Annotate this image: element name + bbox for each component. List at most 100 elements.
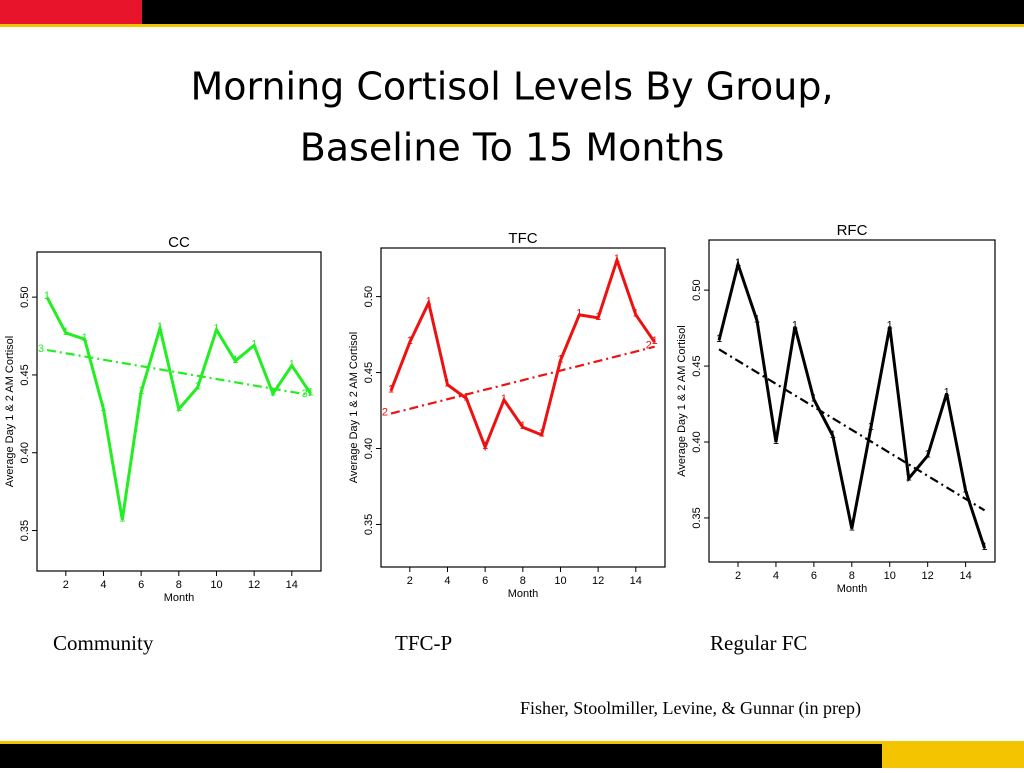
point-marker: 1 — [614, 253, 620, 265]
bottom-line — [0, 741, 1024, 744]
trend-line — [718, 348, 986, 512]
point-marker: 1 — [82, 332, 88, 344]
point-marker: 1 — [944, 386, 950, 398]
x-tick-label: 14 — [286, 579, 298, 591]
y-tick-label: 0.50 — [19, 286, 31, 307]
x-axis-label: Month — [508, 588, 539, 600]
point-marker: 1 — [735, 257, 741, 269]
point-marker: 1 — [388, 384, 394, 396]
point-marker: 1 — [716, 333, 722, 345]
point-marker: 1 — [887, 319, 893, 331]
y-tick-label: 0.40 — [19, 442, 31, 463]
x-tick-label: 2 — [735, 570, 741, 582]
y-tick-label: 0.50 — [363, 286, 375, 307]
y-axis-label: Average Day 1 & 2 AM Cortisol — [348, 332, 360, 483]
caption: Regular FC — [710, 631, 807, 655]
point-marker: 1 — [792, 319, 798, 331]
point-marker: 1 — [213, 323, 219, 335]
x-tick-label: 10 — [210, 579, 222, 591]
x-tick-label: 10 — [554, 575, 566, 587]
caption: Community — [53, 631, 154, 655]
top-bar — [0, 0, 1024, 24]
y-tick-label: 0.45 — [19, 364, 31, 385]
point-marker: 1 — [444, 378, 450, 390]
point-marker: 1 — [176, 402, 182, 414]
caption: TFC-P — [395, 631, 452, 655]
point-marker: 1 — [138, 385, 144, 397]
point-marker: 1 — [119, 513, 125, 525]
point-marker: 1 — [520, 420, 526, 432]
x-tick-label: 12 — [592, 575, 604, 587]
bottom-bar — [0, 744, 1024, 768]
point-marker: 1 — [482, 440, 488, 452]
y-tick-label: 0.40 — [363, 438, 375, 459]
x-tick-label: 6 — [811, 570, 817, 582]
x-tick-label: 12 — [248, 579, 260, 591]
chart-title: CC — [168, 234, 190, 251]
point-marker: 3 — [38, 343, 44, 355]
point-marker: 1 — [63, 326, 69, 338]
x-tick-label: 8 — [849, 570, 855, 582]
point-marker: 1 — [157, 321, 163, 333]
plot-frame — [708, 239, 996, 563]
point-marker: 1 — [251, 338, 257, 350]
citation: Fisher, Stoolmiller, Levine, & Gunnar (i… — [520, 698, 861, 719]
point-marker: 1 — [849, 521, 855, 533]
chart-title: TFC — [508, 230, 537, 247]
trend-line — [390, 345, 655, 415]
y-tick-label: 0.45 — [691, 355, 703, 376]
slide-title: Baseline To 15 Months — [300, 126, 725, 170]
y-tick-label: 0.35 — [691, 507, 703, 528]
slide-title: Morning Cortisol Levels By Group, — [190, 65, 833, 109]
point-marker: 1 — [754, 313, 760, 325]
point-marker: 1 — [652, 335, 658, 347]
y-tick-label: 0.50 — [691, 279, 703, 300]
top-accent — [0, 0, 142, 24]
y-tick-label: 0.40 — [691, 431, 703, 452]
point-marker: 1 — [463, 391, 469, 403]
x-tick-label: 14 — [630, 575, 642, 587]
point-marker: 1 — [595, 311, 601, 323]
point-marker: 1 — [501, 393, 507, 405]
point-marker: 3 — [302, 388, 308, 400]
x-tick-label: 6 — [138, 579, 144, 591]
point-marker: 1 — [925, 449, 931, 461]
x-tick-label: 4 — [773, 570, 779, 582]
x-tick-label: 6 — [482, 575, 488, 587]
chart-title: RFC — [837, 222, 868, 239]
y-axis-label: Average Day 1 & 2 AM Cortisol — [4, 336, 16, 487]
point-marker: 2 — [382, 406, 388, 418]
trend-line — [46, 348, 311, 397]
x-tick-label: 8 — [176, 579, 182, 591]
data-line — [389, 255, 656, 452]
point-marker: 1 — [195, 380, 201, 392]
x-tick-label: 4 — [444, 575, 450, 587]
point-marker: 1 — [289, 359, 295, 371]
point-marker: 1 — [308, 387, 314, 399]
point-marker: 1 — [868, 421, 874, 433]
point-marker: 1 — [100, 402, 106, 414]
point-marker: 1 — [982, 541, 988, 553]
point-marker: 1 — [633, 308, 639, 320]
point-marker: 1 — [426, 296, 432, 308]
point-marker: 2 — [646, 340, 652, 352]
x-tick-label: 12 — [922, 570, 934, 582]
y-axis-label: Average Day 1 & 2 AM Cortisol — [676, 325, 688, 476]
point-marker: 1 — [830, 429, 836, 441]
point-marker: 1 — [557, 353, 563, 365]
x-tick-label: 14 — [959, 570, 971, 582]
plot-frame — [380, 247, 666, 568]
point-marker: 1 — [906, 471, 912, 483]
point-marker: 1 — [232, 354, 238, 366]
y-tick-label: 0.35 — [19, 520, 31, 541]
point-marker: 1 — [773, 435, 779, 447]
x-tick-label: 2 — [63, 579, 69, 591]
point-marker: 1 — [811, 392, 817, 404]
bottom-accent — [882, 744, 1024, 768]
point-marker: 1 — [44, 290, 50, 302]
x-tick-label: 4 — [100, 579, 106, 591]
point-marker: 1 — [539, 428, 545, 440]
x-axis-label: Month — [837, 583, 868, 595]
top-line — [0, 24, 1024, 27]
